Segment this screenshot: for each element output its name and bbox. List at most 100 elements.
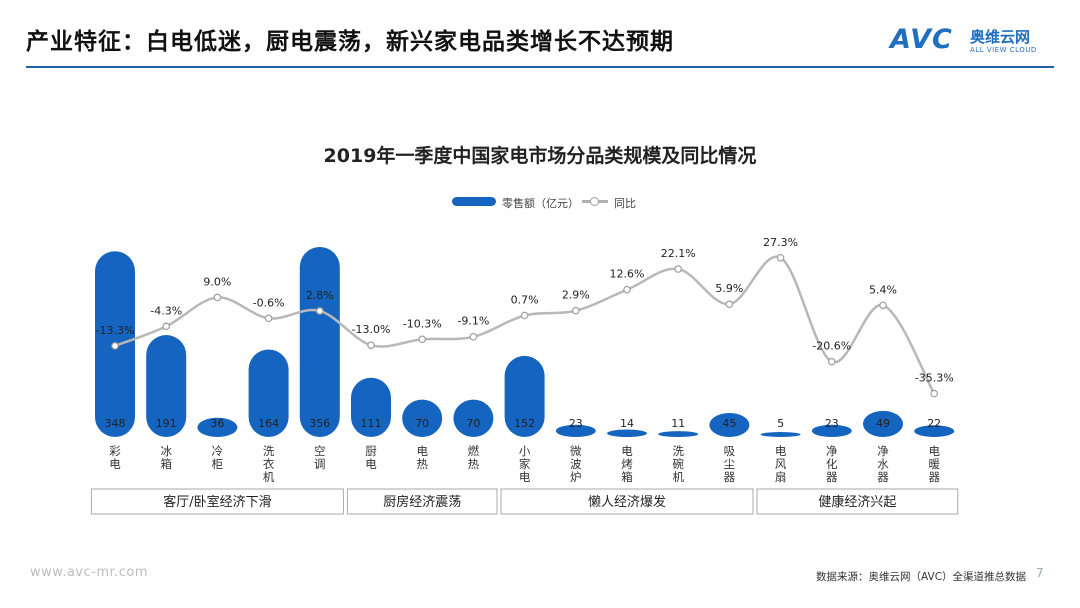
bar-value-label-5: 111 xyxy=(361,417,382,430)
bar-16 xyxy=(914,425,955,437)
bar-7 xyxy=(453,399,494,437)
yoy-point-2 xyxy=(213,293,222,302)
bar-3 xyxy=(248,349,289,437)
bar-value-label-9: 23 xyxy=(569,417,583,430)
bar-14 xyxy=(811,424,852,437)
footer-website: www.avc-mr.com xyxy=(30,565,149,580)
page-title: 产业特征：白电低迷，厨电震荡，新兴家电品类增长不达预期 xyxy=(26,29,674,55)
logo-text: AVC xyxy=(890,24,953,55)
bar-4 xyxy=(299,247,340,437)
bar-11 xyxy=(658,431,699,437)
yoy-label-8: 0.7% xyxy=(511,293,539,306)
legend-bar-swatch xyxy=(452,197,496,206)
bar-8 xyxy=(504,355,545,437)
yoy-point-16 xyxy=(930,389,939,398)
category-label-12: 吸尘器 xyxy=(724,444,736,484)
legend-bar-label: 零售额（亿元） xyxy=(502,197,579,210)
category-label-11: 洗碗机 xyxy=(672,444,684,484)
yoy-label-6: -10.3% xyxy=(403,317,442,330)
yoy-label-1: -4.3% xyxy=(150,304,182,317)
bar-value-label-16: 22 xyxy=(927,417,941,430)
bar-1 xyxy=(146,335,187,437)
bar-value-label-4: 356 xyxy=(309,417,330,430)
legend-line-marker xyxy=(590,197,599,206)
category-label-13: 电风扇 xyxy=(775,444,787,484)
bar-6 xyxy=(402,399,443,437)
yoy-label-3: -0.6% xyxy=(253,296,285,309)
bar-value-label-2: 36 xyxy=(210,417,224,430)
yoy-point-14 xyxy=(827,357,836,366)
category-label-10: 电烤箱 xyxy=(621,444,633,484)
yoy-label-11: 22.1% xyxy=(661,247,696,260)
category-label-16: 电暖器 xyxy=(928,444,940,484)
logo-cn-text: 奥维云网 xyxy=(970,28,1031,46)
yoy-point-12 xyxy=(725,300,734,308)
yoy-label-15: 5.4% xyxy=(869,283,897,296)
yoy-point-6 xyxy=(418,335,427,344)
bar-12 xyxy=(709,412,750,437)
yoy-point-5 xyxy=(367,341,375,350)
title-divider xyxy=(26,66,1054,68)
bar-value-label-1: 191 xyxy=(156,417,177,430)
yoy-point-10 xyxy=(623,285,631,294)
bar-value-label-0: 348 xyxy=(105,417,126,430)
yoy-label-10: 12.6% xyxy=(610,268,645,281)
group-box-1 xyxy=(346,488,498,515)
bar-value-label-15: 49 xyxy=(876,417,890,430)
yoy-point-0 xyxy=(111,342,119,350)
footer-source: 数据来源：奥维云网（AVC）全渠道推总数据 xyxy=(816,571,1027,583)
yoy-label-12: 5.9% xyxy=(715,282,743,295)
page-number: 7 xyxy=(1036,566,1044,580)
yoy-point-4 xyxy=(315,307,324,315)
legend-line-label: 同比 xyxy=(614,197,636,210)
category-label-0: 彩电 xyxy=(109,444,121,471)
yoy-point-8 xyxy=(520,311,529,320)
yoy-label-14: -20.6% xyxy=(812,340,851,353)
bar-value-label-6: 70 xyxy=(415,417,429,430)
bar-2 xyxy=(197,417,238,437)
yoy-label-2: 9.0% xyxy=(203,275,231,288)
category-label-14: 净化器 xyxy=(826,444,838,484)
bar-9 xyxy=(555,424,596,437)
category-label-2: 冷柜 xyxy=(212,444,224,471)
yoy-point-11 xyxy=(674,265,683,273)
category-label-4: 空调 xyxy=(314,444,326,471)
logo-en-text: ALL VIEW CLOUD xyxy=(970,46,1037,54)
bar-value-label-12: 45 xyxy=(722,417,736,430)
bar-value-label-11: 11 xyxy=(671,417,685,430)
yoy-point-13 xyxy=(776,253,785,262)
category-label-6: 电热 xyxy=(416,444,428,471)
bar-5 xyxy=(351,377,391,437)
yoy-point-3 xyxy=(264,314,273,323)
group-label-0: 客厅/卧室经济下滑 xyxy=(163,494,271,510)
bar-value-label-14: 23 xyxy=(825,417,839,430)
bar-10 xyxy=(607,429,647,437)
bar-value-label-3: 164 xyxy=(258,417,279,430)
yoy-label-5: -13.0% xyxy=(352,323,391,336)
yoy-label-4: 2.8% xyxy=(306,289,334,302)
bar-value-label-13: 5 xyxy=(777,417,784,430)
yoy-label-13: 27.3% xyxy=(763,236,798,249)
yoy-point-9 xyxy=(571,306,580,315)
yoy-point-7 xyxy=(469,332,478,341)
category-label-1: 冰箱 xyxy=(160,444,172,471)
group-box-0 xyxy=(90,488,344,515)
bar-13 xyxy=(760,432,801,437)
group-label-2: 懒人经济爆发 xyxy=(588,494,666,510)
category-label-3: 洗衣机 xyxy=(263,444,275,484)
group-box-3 xyxy=(756,488,959,515)
yoy-point-1 xyxy=(162,322,171,331)
yoy-label-16: -35.3% xyxy=(915,372,954,385)
yoy-point-15 xyxy=(879,301,887,310)
yoy-label-0: -13.3% xyxy=(96,324,135,337)
bar-value-label-7: 70 xyxy=(466,417,480,430)
yoy-label-9: 2.9% xyxy=(562,289,590,302)
bar-15 xyxy=(863,410,903,437)
category-label-7: 燃热 xyxy=(468,444,480,471)
category-label-9: 微波炉 xyxy=(570,444,582,484)
avc-logo: AVC 奥维云网 ALL VIEW CLOUD xyxy=(890,24,1060,58)
yoy-label-7: -9.1% xyxy=(457,315,489,328)
group-label-1: 厨房经济震荡 xyxy=(383,494,461,510)
category-label-15: 净水器 xyxy=(877,444,889,484)
